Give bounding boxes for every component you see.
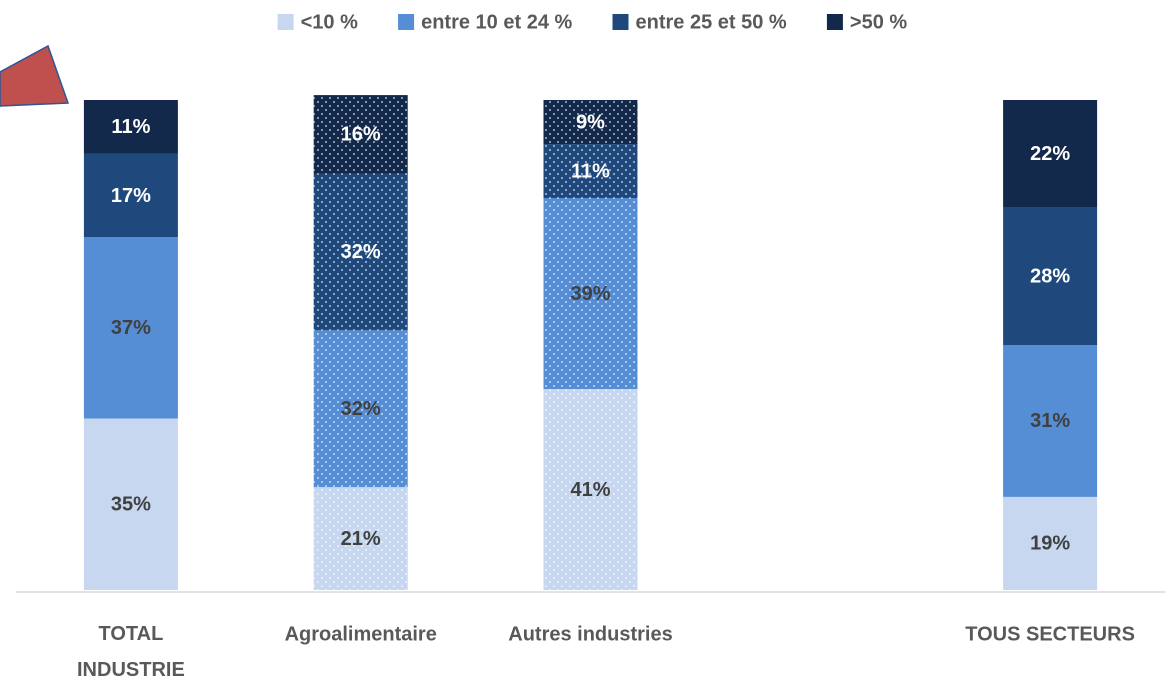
legend-label: entre 25 et 50 % <box>636 11 787 33</box>
legend-item: <10 % <box>277 11 358 33</box>
x-tick-label: TOTAL INDUSTRIE <box>77 623 185 681</box>
legend-label: <10 % <box>301 11 358 33</box>
bar-segment <box>1003 345 1098 497</box>
data-label: 17% <box>111 185 151 207</box>
bar-texture <box>313 173 408 331</box>
bar-segment <box>83 237 178 419</box>
callout-arrow <box>0 44 70 107</box>
data-label: 19% <box>1030 533 1070 555</box>
x-tick-label: TOUS SECTEURS <box>965 623 1135 645</box>
legend-item: entre 25 et 50 % <box>612 11 787 33</box>
bar-segment <box>83 100 178 154</box>
data-label: 39% <box>570 283 610 305</box>
bar-segment <box>1003 100 1098 208</box>
data-label: 35% <box>111 494 151 516</box>
legend-item: entre 10 et 24 % <box>398 11 573 33</box>
bar-texture <box>543 389 638 590</box>
data-label: 41% <box>570 479 610 501</box>
data-label: 32% <box>341 241 381 263</box>
legend-swatch <box>612 14 629 30</box>
bar-texture <box>543 144 638 198</box>
legend-label: entre 10 et 24 % <box>421 11 572 33</box>
bar-segment <box>83 153 178 238</box>
data-label: 22% <box>1030 143 1070 165</box>
bar-texture <box>543 100 638 145</box>
bar-texture <box>313 487 408 590</box>
bar-segment <box>1003 496 1098 590</box>
legend-swatch <box>277 14 294 30</box>
data-label: 11% <box>571 160 610 182</box>
bar-segment <box>83 418 178 590</box>
data-label: 31% <box>1030 410 1070 432</box>
bar-texture <box>313 95 408 174</box>
legend-swatch <box>398 14 415 30</box>
legend-swatch <box>826 14 843 30</box>
bar-texture <box>543 198 638 390</box>
bar-segment <box>1003 207 1098 345</box>
data-label: 16% <box>341 124 381 146</box>
data-label: 9% <box>576 111 605 133</box>
legend-label: >50 % <box>850 11 907 33</box>
x-tick-label: Autres industries <box>508 623 672 645</box>
data-label: 11% <box>111 116 150 138</box>
legend-item: >50 % <box>826 11 907 33</box>
data-label: 32% <box>341 398 381 420</box>
data-label: 28% <box>1030 266 1070 288</box>
data-label: 21% <box>341 528 381 550</box>
x-tick-label: Agroalimentaire <box>285 623 437 645</box>
data-label: 37% <box>111 317 151 339</box>
bar-texture <box>313 330 408 488</box>
